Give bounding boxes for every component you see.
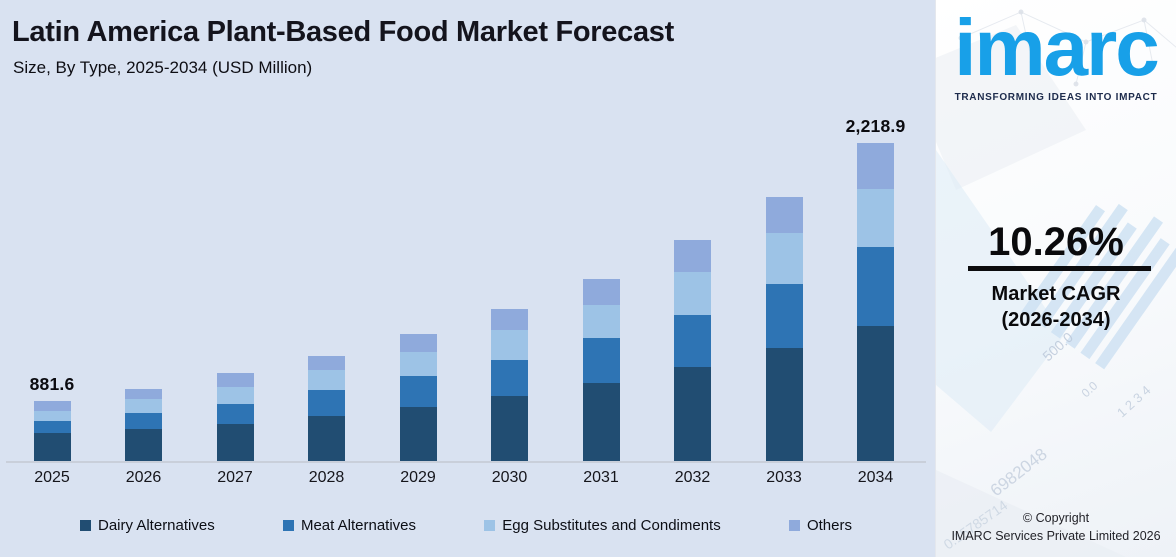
bar-2032 xyxy=(674,240,711,461)
cagr-value: 10.26% xyxy=(988,220,1124,264)
bar-2034 xyxy=(857,143,894,461)
x-tick-2034: 2034 xyxy=(857,469,894,486)
bar-2033 xyxy=(765,197,803,461)
legend-item-egg-substitutes-and-condiments: Egg Substitutes and Condiments xyxy=(484,517,721,534)
legend-marker-egg-substitutes-and-condiments xyxy=(484,520,496,531)
bar-segment-meat-alternatives xyxy=(765,284,803,348)
legend-marker-others xyxy=(788,520,800,531)
bar-segment-dairy-alternatives xyxy=(857,326,894,461)
cagr-label-line1: Market CAGR xyxy=(991,283,1121,305)
bar-segment-dairy-alternatives xyxy=(308,416,345,461)
watermark-text: 0.0 xyxy=(1079,378,1101,400)
bar-segment-others xyxy=(308,356,345,370)
x-tick-2033: 2033 xyxy=(766,469,802,486)
legend-marker-dairy-alternatives xyxy=(80,520,91,531)
bar-segment-others xyxy=(216,373,254,387)
cagr-underline xyxy=(968,266,1151,271)
bar-segment-dairy-alternatives xyxy=(399,407,437,461)
copyright-notice: © Copyright IMARC Services Private Limit… xyxy=(936,509,1176,545)
bar-segment-dairy-alternatives xyxy=(491,396,528,461)
x-axis-line xyxy=(6,461,926,463)
bar-segment-meat-alternatives xyxy=(125,413,162,429)
cagr-label-line2: (2026-2034) xyxy=(1001,309,1111,331)
bar-segment-meat-alternatives xyxy=(582,338,620,383)
data-label-2034: 2,218.9 xyxy=(845,116,906,136)
bar-segment-dairy-alternatives xyxy=(582,383,620,461)
bar-segment-meat-alternatives xyxy=(216,404,254,424)
bar-segment-dairy-alternatives xyxy=(33,433,71,461)
bar-2031 xyxy=(582,279,620,461)
bar-segment-meat-alternatives xyxy=(857,247,894,326)
x-tick-2028: 2028 xyxy=(308,469,345,486)
bar-2025 xyxy=(33,401,71,461)
bar-segment-others xyxy=(582,279,620,305)
x-tick-2029: 2029 xyxy=(400,469,436,486)
brand-side-panel: 500.0 0.0 1 2 3 4 6982048 0.15785714 ima… xyxy=(935,0,1176,557)
x-tick-2032: 2032 xyxy=(674,469,711,486)
bar-segment-egg-substitutes-and-condiments xyxy=(765,233,803,284)
bar-segment-others xyxy=(857,143,894,189)
data-label-2025: 881.6 xyxy=(29,374,75,394)
bar-segment-dairy-alternatives xyxy=(216,424,254,461)
bar-segment-meat-alternatives xyxy=(308,390,345,416)
legend-item-meat-alternatives: Meat Alternatives xyxy=(282,517,417,534)
page-subtitle: Size, By Type, 2025-2034 (USD Million) xyxy=(13,58,313,77)
bar-segment-dairy-alternatives xyxy=(674,367,711,461)
chart-legend: Dairy Alternatives Meat Alternatives Egg S… xyxy=(80,517,852,534)
imarc-logo: imarc xyxy=(954,3,1159,92)
x-tick-2031: 2031 xyxy=(583,469,619,486)
legend-item-others: Others xyxy=(788,517,852,534)
bar-segment-others xyxy=(125,389,162,399)
bar-segment-egg-substitutes-and-condiments xyxy=(33,411,71,421)
bar-segment-meat-alternatives xyxy=(491,360,528,396)
bar-segment-egg-substitutes-and-condiments xyxy=(399,352,437,376)
x-tick-2026: 2026 xyxy=(125,469,162,486)
legend-marker-meat-alternatives xyxy=(282,520,294,531)
bar-segment-meat-alternatives xyxy=(674,315,711,367)
bar-2027 xyxy=(216,373,254,461)
page-title: Latin America Plant-Based Food Market Fo… xyxy=(12,16,674,48)
bar-2029 xyxy=(399,334,437,461)
bar-segment-others xyxy=(399,334,437,352)
bar-2026 xyxy=(125,389,162,461)
bar-segment-egg-substitutes-and-condiments xyxy=(216,387,254,404)
bar-segment-others xyxy=(674,240,711,272)
copyright-line1: © Copyright xyxy=(1022,510,1090,525)
bar-segment-egg-substitutes-and-condiments xyxy=(857,189,894,247)
bar-2028 xyxy=(308,356,345,461)
legend-label: Egg Substitutes and Condiments xyxy=(502,517,721,534)
legend-label: Others xyxy=(806,517,852,534)
bar-segment-egg-substitutes-and-condiments xyxy=(582,305,620,338)
imarc-logo-tagline: TRANSFORMING IDEAS INTO IMPACT xyxy=(954,92,1158,103)
bar-segment-egg-substitutes-and-condiments xyxy=(125,399,162,413)
bar-segment-egg-substitutes-and-condiments xyxy=(491,330,528,360)
x-tick-2025: 2025 xyxy=(34,469,70,486)
bar-segment-dairy-alternatives xyxy=(765,348,803,461)
bar-segment-others xyxy=(765,197,803,233)
bar-segment-meat-alternatives xyxy=(33,421,71,433)
bar-segment-dairy-alternatives xyxy=(125,429,162,461)
watermark-text: 1 2 3 4 xyxy=(1114,382,1154,420)
x-tick-2030: 2030 xyxy=(491,469,528,486)
bar-segment-egg-substitutes-and-condiments xyxy=(674,272,711,315)
chart-area: Latin America Plant-Based Food Market Fo… xyxy=(6,16,926,534)
bar-segment-egg-substitutes-and-condiments xyxy=(308,370,345,390)
x-tick-2027: 2027 xyxy=(217,469,253,486)
legend-label: Meat Alternatives xyxy=(300,517,417,534)
bar-segment-others xyxy=(33,401,71,411)
legend-label: Dairy Alternatives xyxy=(98,517,215,534)
bar-segment-others xyxy=(491,309,528,330)
watermark-text: 6982048 xyxy=(987,444,1051,500)
copyright-line2: IMARC Services Private Limited 2026 xyxy=(951,528,1161,543)
bar-segment-meat-alternatives xyxy=(399,376,437,407)
bar-2030 xyxy=(491,309,528,461)
legend-item-dairy-alternatives: Dairy Alternatives xyxy=(80,517,215,534)
